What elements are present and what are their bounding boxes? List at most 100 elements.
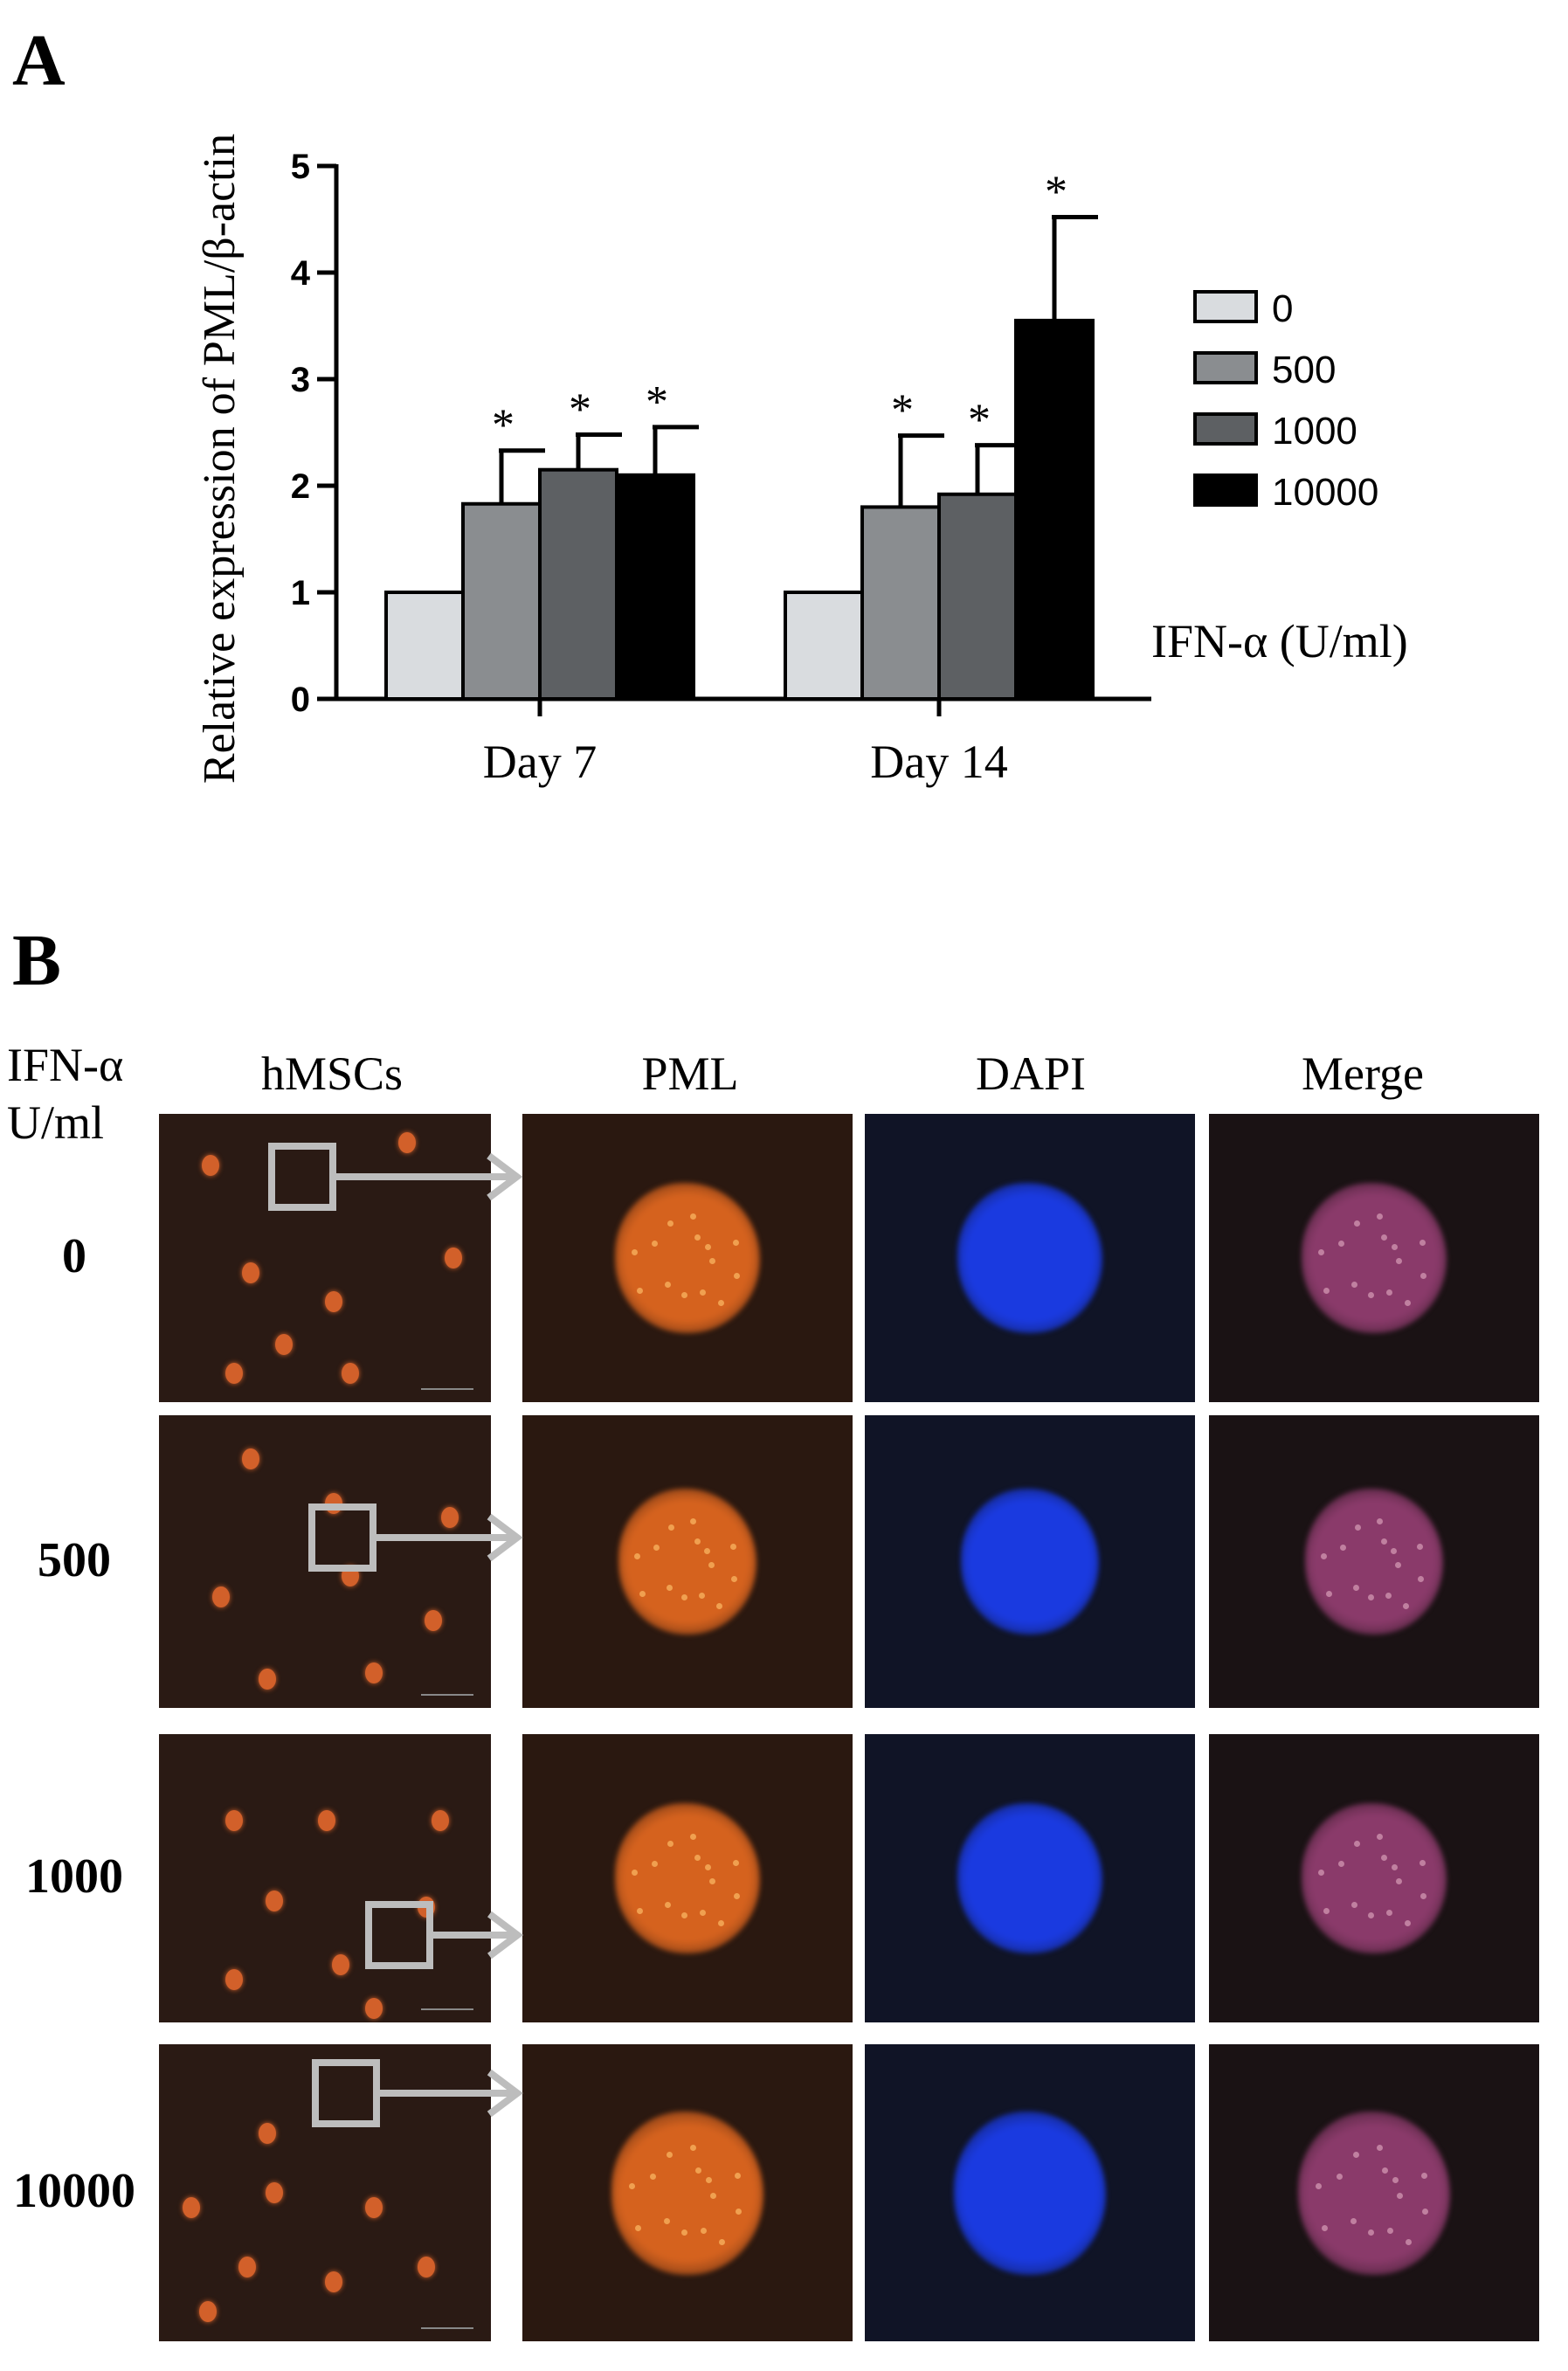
pml-body-dot: [667, 1840, 673, 1847]
bar: [1014, 318, 1095, 701]
pml-nucleus: [614, 1803, 761, 1953]
pml-body-dot: [1419, 1859, 1426, 1866]
pml-body-dot: [736, 2209, 743, 2215]
pml-body-dot: [1367, 2229, 1374, 2236]
column-header-hmscs: hMSCs: [260, 1047, 404, 1100]
pml-body-dot: [708, 1561, 715, 1568]
pml-body-dot: [631, 1249, 638, 1256]
cell-nucleus: [225, 1968, 243, 1990]
pml-body-dot: [733, 1272, 740, 1279]
x-axis-title: IFN-α (U/ml): [1151, 615, 1408, 667]
pml-body-dot: [731, 1575, 738, 1582]
significance-marker: *: [569, 384, 591, 434]
micrograph-pml: [522, 1114, 853, 1402]
pml-body-dot: [1380, 1538, 1387, 1545]
y-tick-label: 1: [291, 574, 310, 612]
pml-body-dot: [651, 1240, 658, 1247]
zoom-box: [268, 1143, 337, 1211]
pml-body-dot: [681, 1594, 688, 1601]
cell-nucleus: [242, 1448, 259, 1470]
pml-body-dot: [1377, 2144, 1384, 2151]
cell-nucleus: [364, 1997, 383, 2019]
cell-nucleus: [259, 2123, 276, 2144]
pml-body-dot: [666, 2151, 673, 2158]
pml-body-dot: [1392, 1243, 1399, 1250]
pml-body-dot: [649, 2174, 656, 2181]
pml-body-dot: [680, 1291, 687, 1298]
pml-body-dot: [732, 1859, 739, 1866]
bar: [784, 591, 864, 701]
pml-body-dot: [694, 2167, 701, 2174]
pml-body-dot: [1336, 2174, 1343, 2181]
significance-marker: *: [891, 386, 914, 436]
zoom-arrow: [379, 2069, 523, 2118]
cell-nucleus: [431, 1810, 449, 1831]
pml-body-dot: [694, 1234, 701, 1241]
pml-body-dot: [664, 2218, 671, 2225]
pml-body-dot: [1404, 1300, 1411, 1307]
bar: [461, 501, 542, 701]
pml-body-dot: [734, 2172, 741, 2179]
legend-swatch: [1193, 474, 1258, 507]
pml-body-dot: [733, 1892, 740, 1899]
pml-body-dot: [694, 1538, 701, 1545]
pml-body-dot: [1353, 1840, 1360, 1847]
zoom-arrow: [336, 1152, 523, 1201]
pml-body-dot: [1367, 1911, 1374, 1918]
significance-marker: *: [646, 377, 668, 427]
cell-nucleus: [275, 1334, 293, 1355]
y-tick-label: 2: [291, 467, 310, 506]
pml-body-dot: [1377, 1213, 1384, 1220]
scale-bar: [421, 2327, 473, 2329]
cell-nucleus: [441, 1507, 459, 1529]
pml-body-dot: [710, 2193, 717, 2199]
bar-chart: 0 1 2 3 4 5 Relative expression of PML/β-actin…: [195, 134, 1408, 788]
y-tick-label: 5: [291, 148, 310, 186]
pml-body-dot: [1376, 1517, 1383, 1524]
cell-nucleus: [202, 1155, 220, 1177]
category-label: Day 14: [870, 736, 1007, 788]
cell-nucleus: [225, 1810, 243, 1831]
pml-body-dot: [708, 1258, 715, 1264]
y-tick-label: 3: [291, 361, 310, 399]
pml-body-dot: [1315, 2183, 1322, 2190]
pml-body-dot: [1367, 1291, 1374, 1298]
pml-body-dot: [639, 1590, 646, 1597]
pml-body-dot: [1422, 2209, 1429, 2215]
column-header-merge: Merge: [1302, 1047, 1424, 1100]
pml-body-dot: [694, 1855, 701, 1862]
pml-body-dot: [700, 2227, 707, 2234]
cell-nucleus: [182, 2197, 200, 2218]
cell-nucleus: [225, 1363, 243, 1384]
bar: [384, 591, 465, 701]
dapi-nucleus: [954, 2111, 1106, 2275]
zoom-box: [364, 1901, 433, 1970]
pml-body-dot: [1352, 2151, 1359, 2158]
pml-body-dot: [1419, 1272, 1426, 1279]
pml-body-dot: [1337, 1240, 1344, 1247]
pml-body-dot: [1353, 1220, 1360, 1227]
micrograph-merge: [1209, 1734, 1539, 2022]
pml-body-dot: [653, 1544, 660, 1551]
legend-label: 500: [1272, 349, 1336, 391]
pml-body-dot: [1392, 1863, 1399, 1870]
pml-body-dot: [667, 1524, 674, 1531]
micrograph-overview: [159, 2044, 491, 2341]
pml-body-dot: [1326, 1590, 1333, 1597]
significance-marker: *: [492, 401, 515, 451]
micrograph-overview: [159, 1114, 491, 1402]
category-label: Day 7: [483, 736, 597, 788]
pml-body-dot: [634, 2225, 641, 2232]
pml-body-dot: [1419, 1892, 1426, 1899]
cell-nucleus: [444, 1248, 462, 1268]
legend-swatch: [1193, 412, 1258, 446]
pml-body-dot: [690, 1213, 697, 1220]
pml-body-dot: [719, 2238, 726, 2245]
pml-body-dot: [1317, 1870, 1324, 1877]
pml-body-dot: [651, 1860, 658, 1867]
pml-body-dot: [704, 1547, 711, 1554]
cell-nucleus: [325, 2271, 342, 2292]
legend-label: 1000: [1272, 410, 1357, 453]
column-header-pml: PML: [641, 1047, 739, 1100]
legend-label: 0: [1272, 287, 1293, 330]
